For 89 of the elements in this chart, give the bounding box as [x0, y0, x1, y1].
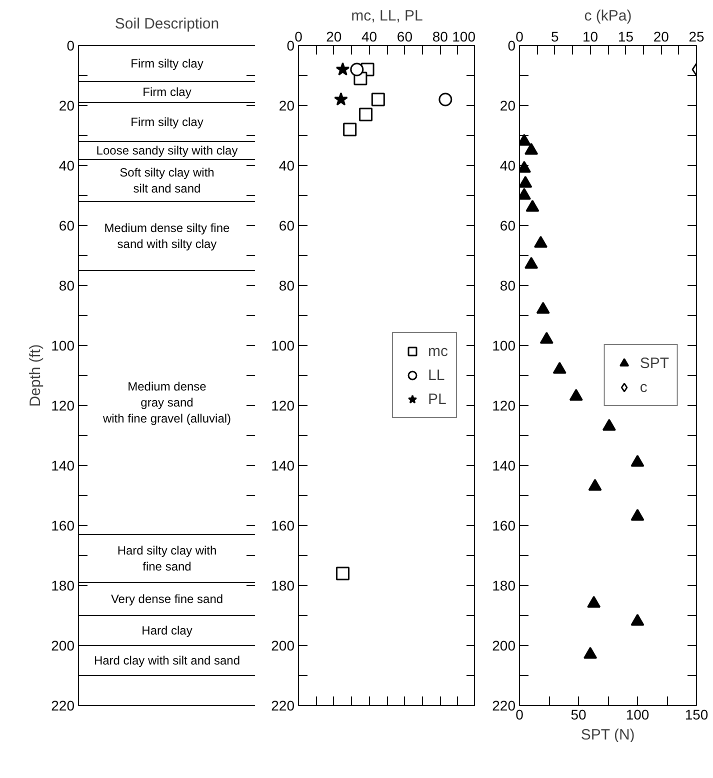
point	[536, 302, 550, 314]
point	[534, 236, 548, 248]
annotation: Medium dense silty fine sand with silty clay	[104, 220, 230, 252]
x-tick-label: 40	[362, 28, 378, 44]
legend-label: PL	[428, 390, 448, 408]
point	[520, 176, 532, 188]
y-tick-label: 200	[492, 638, 516, 654]
point	[630, 454, 644, 467]
y-tick-label: 20	[58, 98, 75, 114]
y-tick-label: 120	[492, 398, 516, 414]
y-tick-label: 60	[500, 218, 516, 234]
point	[588, 478, 602, 491]
y-tick-label: 120	[51, 398, 75, 414]
y-tick-label: 220	[271, 698, 295, 714]
y-tick-label: 160	[492, 518, 516, 534]
x2-tick-label: 5	[551, 28, 560, 44]
point	[343, 122, 357, 136]
legend-label: LL	[428, 366, 446, 384]
legend-label: SPT	[640, 354, 669, 372]
x-axis-title: mc, LL, PL	[351, 8, 423, 24]
point	[350, 62, 364, 76]
y-tick-label: 160	[51, 518, 75, 534]
y-tick-label: 120	[271, 398, 295, 414]
x-tick-label: 20	[326, 28, 342, 44]
y-tick-label: 100	[51, 338, 75, 354]
x-tick-label: 100	[626, 706, 650, 722]
annotation: Firm silty clay	[130, 56, 204, 70]
point	[371, 92, 385, 106]
y-tick-label: 220	[51, 698, 75, 714]
point	[438, 92, 452, 106]
point	[526, 200, 540, 212]
chart-title: Soil Description	[114, 16, 220, 32]
y-tick-label: 40	[58, 158, 75, 174]
y-tick-label: 180	[271, 578, 295, 594]
y-tick-label: 80	[500, 278, 516, 294]
x2-tick-label: 25	[688, 28, 704, 44]
x2-tick-label: 10	[582, 28, 598, 44]
x-tick-label: 80	[432, 28, 448, 44]
legend-label: mc	[428, 342, 448, 360]
point	[630, 508, 644, 521]
point	[540, 332, 554, 344]
annotation: Loose sandy silty with clay	[96, 144, 238, 158]
point	[569, 388, 583, 401]
point	[587, 596, 601, 608]
y-axis-title: Depth (ft)	[27, 344, 44, 407]
y-tick-label: 60	[58, 218, 75, 234]
x-tick-label: 50	[570, 706, 586, 722]
y-tick-label: 20	[278, 98, 295, 114]
annotation: Soft silty clay with silt and sand	[120, 165, 214, 196]
y-tick-label: 20	[500, 98, 516, 114]
x-tick-label: 60	[396, 28, 413, 44]
y-tick-label: 60	[278, 218, 295, 234]
y-tick-label: 200	[271, 638, 295, 654]
x2-axis-title: c (kPa)	[584, 8, 632, 24]
y-tick-label: 140	[51, 458, 75, 474]
annotation: Hard clay	[142, 624, 192, 638]
y-tick-label: 140	[492, 458, 516, 474]
point	[552, 362, 566, 374]
y-tick-label: 140	[271, 458, 295, 474]
y-tick-label: 40	[278, 158, 295, 174]
point	[336, 62, 350, 76]
legend-label: c	[640, 378, 648, 396]
point	[524, 142, 538, 155]
annotation: Firm silty clay	[130, 115, 204, 129]
annotation: Hard clay with silt and sand	[94, 654, 240, 668]
x-tick-label: 100	[452, 28, 476, 44]
y-tick-label: 200	[51, 638, 75, 654]
x2-tick-label: 15	[618, 28, 634, 44]
y-tick-label: 180	[492, 578, 516, 594]
point	[359, 108, 373, 122]
annotation: Very dense fine sand	[110, 592, 224, 606]
point	[602, 418, 616, 431]
annotation: Hard silty clay with fine sand	[117, 543, 217, 574]
point	[334, 92, 348, 106]
y-tick-label: 80	[278, 278, 295, 294]
y-tick-label: 100	[492, 338, 516, 354]
point	[584, 646, 598, 659]
point	[630, 614, 644, 626]
y-tick-label: 220	[492, 698, 516, 714]
point	[336, 566, 350, 580]
y-tick-label: 180	[51, 578, 75, 594]
x-tick-label: 150	[684, 706, 708, 722]
annotation: Firm clay	[142, 85, 192, 99]
y-tick-label: 40	[500, 158, 516, 174]
y-tick-label: 160	[271, 518, 295, 534]
annotation: Medium dense gray sand with fine gravel (alluvial)	[102, 379, 232, 426]
y-tick-label: 100	[271, 338, 295, 354]
y-tick-label: 80	[58, 278, 75, 294]
point	[524, 256, 538, 269]
